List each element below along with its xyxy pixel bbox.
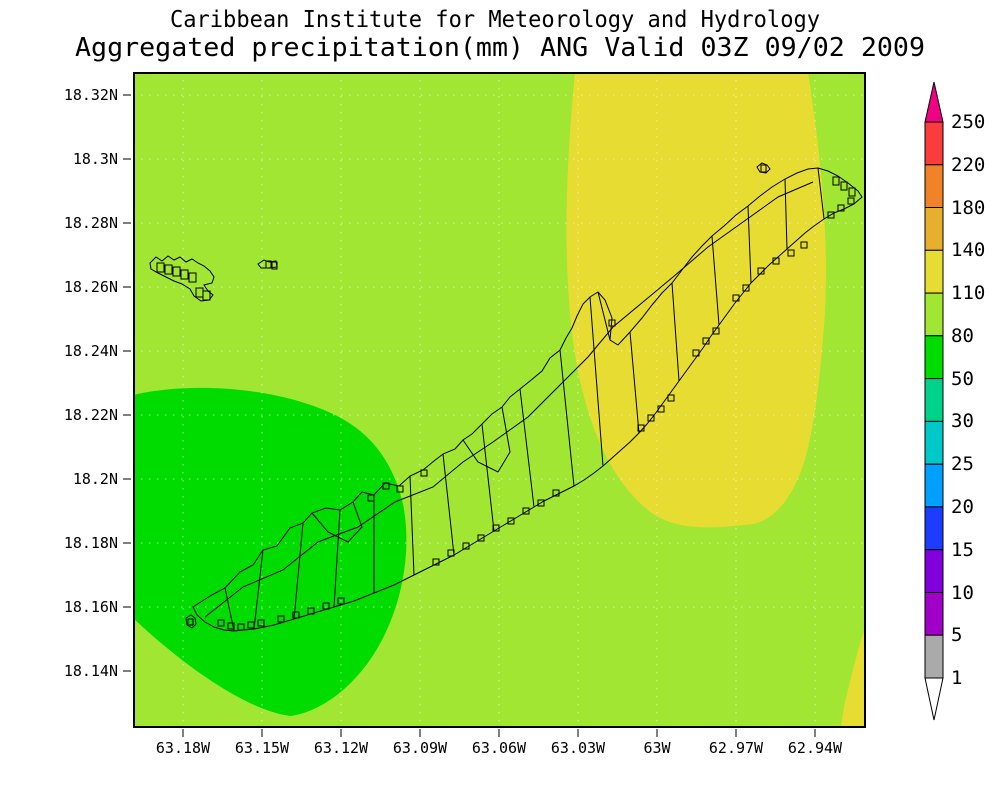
lat-label: 18.16N: [64, 598, 118, 616]
colorbar-segment: [924, 292, 944, 337]
lat-label: 18.18N: [64, 534, 118, 552]
lon-label: 63.06W: [472, 739, 527, 757]
map-frame: [133, 72, 866, 728]
colorbar-label: 5: [951, 624, 962, 646]
main-island-outline: [192, 167, 863, 632]
colorbar-segment: [924, 207, 944, 251]
district-boundaries: [204, 167, 825, 632]
precip-region-southwest-blob: [133, 387, 407, 716]
colorbar-segment: [924, 634, 944, 679]
west-cays: [149, 255, 278, 302]
lat-label: 18.22N: [64, 406, 118, 424]
graticule-gridlines: [133, 72, 866, 728]
colorbar-label: 80: [951, 325, 974, 347]
colorbar-label: 220: [951, 154, 985, 176]
colorbar-segment: [924, 164, 944, 209]
colorbar-segment: [924, 506, 944, 551]
colorbar-segments: [924, 121, 944, 679]
lon-label: 63.03W: [551, 739, 606, 757]
colorbar-arrow-bottom: [924, 677, 944, 721]
anguilla-coastline: [149, 162, 863, 632]
lat-label: 18.26N: [64, 278, 118, 296]
colorbar-segment: [924, 420, 944, 465]
colorbar-labels: 250 220 180 140 110 80 50 30 25 20 15 10…: [951, 111, 985, 689]
lat-label: 18.2N: [73, 470, 118, 488]
precip-region-southeast-corner: [841, 624, 866, 728]
colorbar-label: 10: [951, 582, 974, 604]
lon-label: 63.15W: [235, 739, 290, 757]
colorbar: 250 220 180 140 110 80 50 30 25 20 15 10…: [924, 81, 985, 721]
colorbar-label: 20: [951, 496, 974, 518]
colorbar-segment: [924, 463, 944, 508]
lon-label: 62.97W: [709, 739, 764, 757]
colorbar-segment: [924, 335, 944, 380]
colorbar-label: 25: [951, 453, 974, 475]
colorbar-label: 50: [951, 368, 974, 390]
lon-label: 63.09W: [393, 739, 448, 757]
lat-label: 18.24N: [64, 342, 118, 360]
colorbar-segment: [924, 378, 944, 422]
colorbar-label: 1: [951, 667, 962, 689]
colorbar-label: 140: [951, 239, 985, 261]
colorbar-label: 15: [951, 539, 974, 561]
colorbar-label: 250: [951, 111, 985, 133]
lat-label: 18.14N: [64, 662, 118, 680]
lon-label: 62.94W: [788, 739, 843, 757]
colorbar-arrow-top: [924, 81, 944, 123]
longitude-labels: 63.18W 63.15W 63.12W 63.09W 63.06W 63.03…: [156, 739, 843, 757]
lat-label: 18.32N: [64, 86, 118, 104]
northeast-cay: [756, 162, 771, 174]
plot-title: Aggregated precipitation(mm) ANG Valid 0…: [75, 33, 925, 63]
map-area: [133, 72, 866, 728]
lat-label: 18.3N: [73, 150, 118, 168]
colorbar-label: 30: [951, 410, 974, 432]
colorbar-segment: [924, 592, 944, 636]
colorbar-label: 180: [951, 197, 985, 219]
colorbar-label: 110: [951, 282, 985, 304]
precip-region-east-lobe: [566, 72, 827, 528]
colorbar-segment: [924, 249, 944, 294]
lon-label: 63.18W: [156, 739, 211, 757]
colorbar-segment: [924, 549, 944, 594]
colorbar-segment: [924, 121, 944, 166]
coastal-district-boxes: [217, 176, 856, 631]
west-tip-islet: [185, 614, 197, 629]
lon-label: 63W: [643, 739, 671, 757]
lat-label: 18.28N: [64, 214, 118, 232]
lon-label: 63.12W: [314, 739, 369, 757]
institute-title: Caribbean Institute for Meteorology and …: [170, 7, 820, 33]
latitude-labels: 18.32N 18.3N 18.28N 18.26N 18.24N 18.22N…: [64, 86, 118, 680]
axis-ticks: [123, 94, 816, 737]
